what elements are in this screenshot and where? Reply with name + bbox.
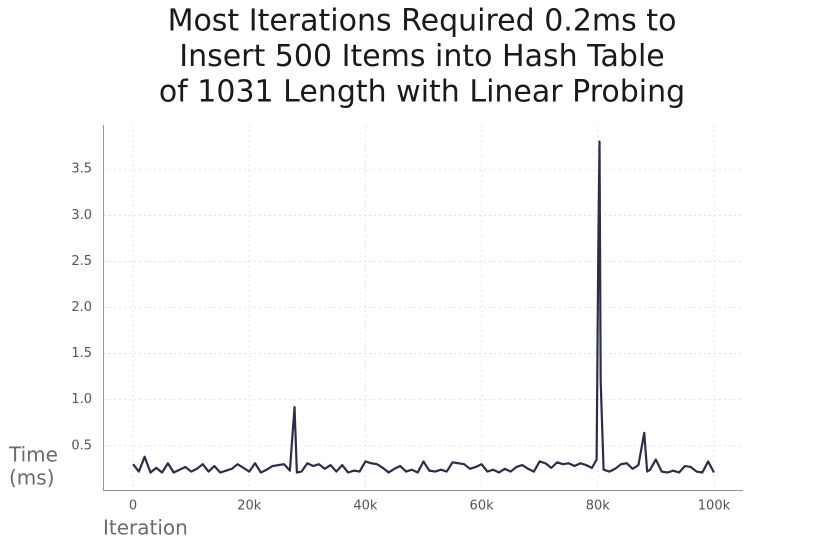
data-line: [132, 140, 715, 474]
y-tick-label: 3.5: [71, 162, 92, 177]
y-tick-label: 2.5: [71, 254, 92, 269]
y-axis-label: Time: [8, 443, 58, 467]
y-tick-label: 3.0: [71, 208, 92, 223]
x-axis-label: Iteration: [103, 516, 188, 540]
x-tick-label: 20k: [237, 499, 262, 514]
y-tick-label: 1.0: [71, 392, 92, 407]
y-tick-label: 2.0: [71, 300, 92, 315]
chart-title: Insert 500 Items into Hash Table: [179, 39, 665, 74]
x-tick-label: 100k: [698, 499, 731, 514]
y-tick-label: 0.5: [71, 438, 92, 453]
x-tick-label: 40k: [353, 499, 378, 514]
y-tick-label: 1.5: [71, 346, 92, 361]
y-axis-label: (ms): [9, 466, 55, 490]
x-tick-label: 0: [129, 499, 137, 514]
x-tick-label: 60k: [470, 499, 495, 514]
chart-title: Most Iterations Required 0.2ms to: [168, 4, 677, 39]
x-tick-label: 80k: [586, 499, 611, 514]
chart-title: of 1031 Length with Linear Probing: [159, 75, 685, 110]
